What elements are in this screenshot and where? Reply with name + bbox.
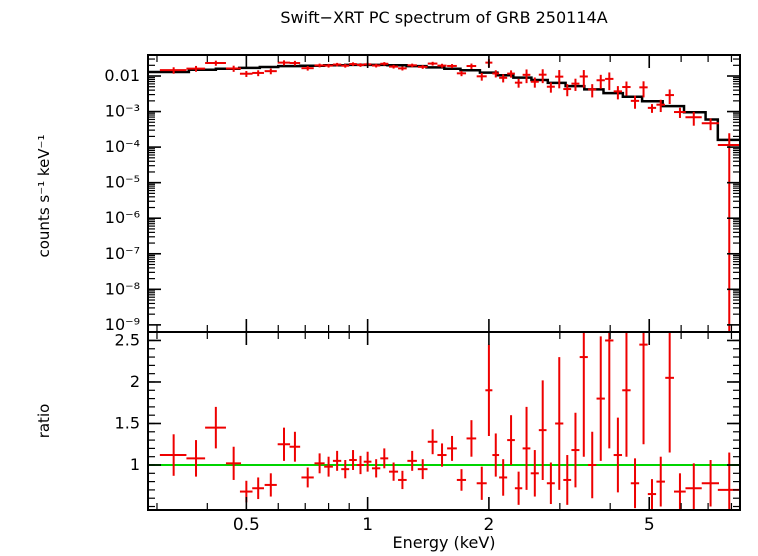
svg-text:10⁻⁴: 10⁻⁴ [105,137,140,156]
svg-text:10⁻⁹: 10⁻⁹ [105,315,140,334]
svg-text:0.5: 0.5 [233,515,260,535]
svg-text:1: 1 [130,455,140,474]
svg-text:10⁻³: 10⁻³ [105,102,140,121]
chart-title: Swift−XRT PC spectrum of GRB 250114A [280,8,608,27]
svg-text:0.01: 0.01 [104,66,140,85]
x-axis-label: Energy (keV) [392,533,496,552]
svg-text:10⁻⁵: 10⁻⁵ [105,173,140,192]
svg-text:1: 1 [362,515,373,535]
svg-text:2: 2 [483,515,494,535]
svg-text:10⁻⁸: 10⁻⁸ [105,279,140,298]
svg-text:2: 2 [130,372,140,391]
svg-text:1.5: 1.5 [115,413,140,432]
svg-text:2.5: 2.5 [115,330,140,349]
svg-text:10⁻⁷: 10⁻⁷ [105,244,140,263]
svg-text:10⁻⁶: 10⁻⁶ [105,208,140,227]
svg-text:5: 5 [644,515,655,535]
